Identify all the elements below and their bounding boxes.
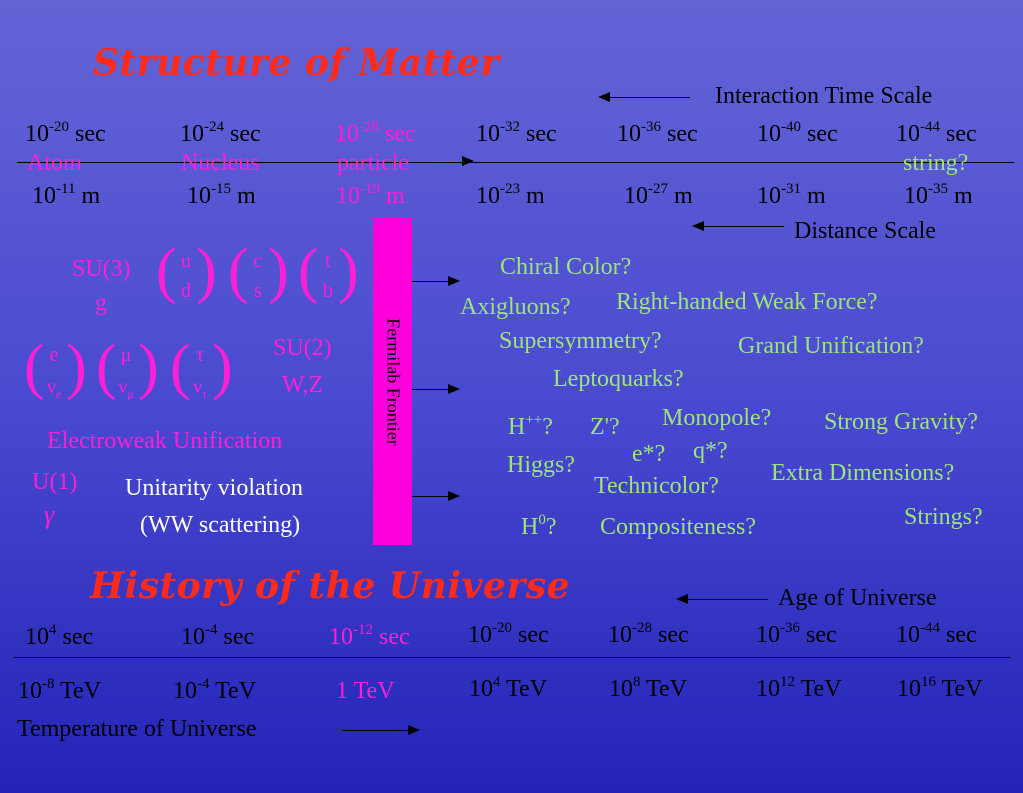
object-particle: particle [337,150,409,176]
time-scale-3: 10-32 sec [476,119,557,148]
distance-scale-label: Distance Scale [794,218,936,244]
right-arrow-icon [342,725,420,735]
distance-scale-6: 10-35 m [904,181,973,210]
temperature-of-universe-label: Temperature of Universe [17,716,257,742]
compositeness-label: Compositeness? [600,514,756,540]
particle-arrow-icon [432,156,474,166]
age-scale-2: 10-12 sec [329,622,410,651]
temperature-scale-3: 104 TeV [469,674,548,703]
time-scale-0: 10-20 sec [25,119,106,148]
left-arrow-icon [676,594,768,604]
time-scale-5: 10-40 sec [757,119,838,148]
age-scale-6: 10-44 sec [896,620,977,649]
age-scale-0: 104 sec [25,622,94,651]
age-of-universe-label: Age of Universe [778,585,937,611]
left-arrow-icon [692,221,784,231]
distance-scale-2: 10-19 m [336,181,405,210]
unitarity-label: Unitarity violation [125,475,303,501]
distance-scale-1: 10-15 m [187,181,256,210]
distance-scale-3: 10-23 m [476,181,545,210]
age-scale-4: 10-28 sec [608,620,689,649]
fermilab-frontier-bar: Fermilab Frontier [373,218,412,545]
higgs-label: Higgs? [507,452,575,478]
object-string: string? [903,150,969,176]
temperature-scale-0: 10-8 TeV [18,676,102,705]
ww-scattering-label: (WW scattering) [140,512,301,538]
age-scale-5: 10-36 sec [756,620,837,649]
distance-scale-5: 10-31 m [757,181,826,210]
right-handed-label: Right-handed Weak Force? [616,289,878,315]
temperature-scale-6: 1016 TeV [897,674,983,703]
su3-label: SU(3) [72,256,131,282]
time-scale-4: 10-36 sec [617,119,698,148]
leptoquarks-label: Leptoquarks? [553,366,684,392]
history-title: History of the Universe [90,565,570,607]
temperature-scale-5: 1012 TeV [756,674,842,703]
object-atom: Atom [27,150,82,176]
temperature-scale-2: 1 TeV [336,678,395,704]
right-arrow-icon [412,384,460,394]
fermilab-frontier-label: Fermilab Frontier [383,317,403,446]
temperature-scale-4: 108 TeV [609,674,688,703]
temperature-scale-1: 10-4 TeV [173,676,257,705]
zprime-label: Z'? [590,414,620,440]
estar-label: e*? [632,441,666,467]
qstar-label: q*? [693,438,728,464]
distance-scale-4: 10-27 m [624,181,693,210]
electroweak-label: Electroweak Unification [47,428,283,454]
distance-scale-0: 10-11 m [32,181,101,210]
scale-divider-top [17,162,1014,163]
photon-label: γ [44,500,55,529]
monopole-label: Monopole? [662,405,772,431]
scale-divider-bottom [14,657,1010,658]
strings-label: Strings? [904,504,983,530]
left-arrow-icon [598,92,690,102]
time-scale-1: 10-24 sec [180,119,261,148]
doubly-charged-higgs-label: H++? [508,412,553,441]
supersymmetry-label: Supersymmetry? [499,328,662,354]
right-arrow-icon [412,276,460,286]
strong-gravity-label: Strong Gravity? [824,409,978,435]
chiral-color-label: Chiral Color? [500,254,632,280]
time-scale-6: 10-44 sec [896,119,977,148]
wz-label: W,Z [282,372,324,398]
u1-label: U(1) [32,469,78,495]
age-scale-1: 10-4 sec [181,622,255,651]
object-nucleus: Nucleus [181,150,260,176]
interaction-time-scale-label: Interaction Time Scale [715,83,933,109]
time-scale-2: 10-28 sec [335,119,416,148]
neutral-higgs-label: H0? [521,512,557,541]
su2-label: SU(2) [273,335,332,361]
grand-unification-label: Grand Unification? [738,333,924,359]
structure-title: Structure of Matter [93,42,500,84]
right-arrow-icon [412,491,460,501]
technicolor-label: Technicolor? [594,473,719,499]
gluon-label: g [95,290,107,316]
age-scale-3: 10-20 sec [468,620,549,649]
axigluons-label: Axigluons? [460,294,571,320]
extra-dimensions-label: Extra Dimensions? [771,460,955,486]
